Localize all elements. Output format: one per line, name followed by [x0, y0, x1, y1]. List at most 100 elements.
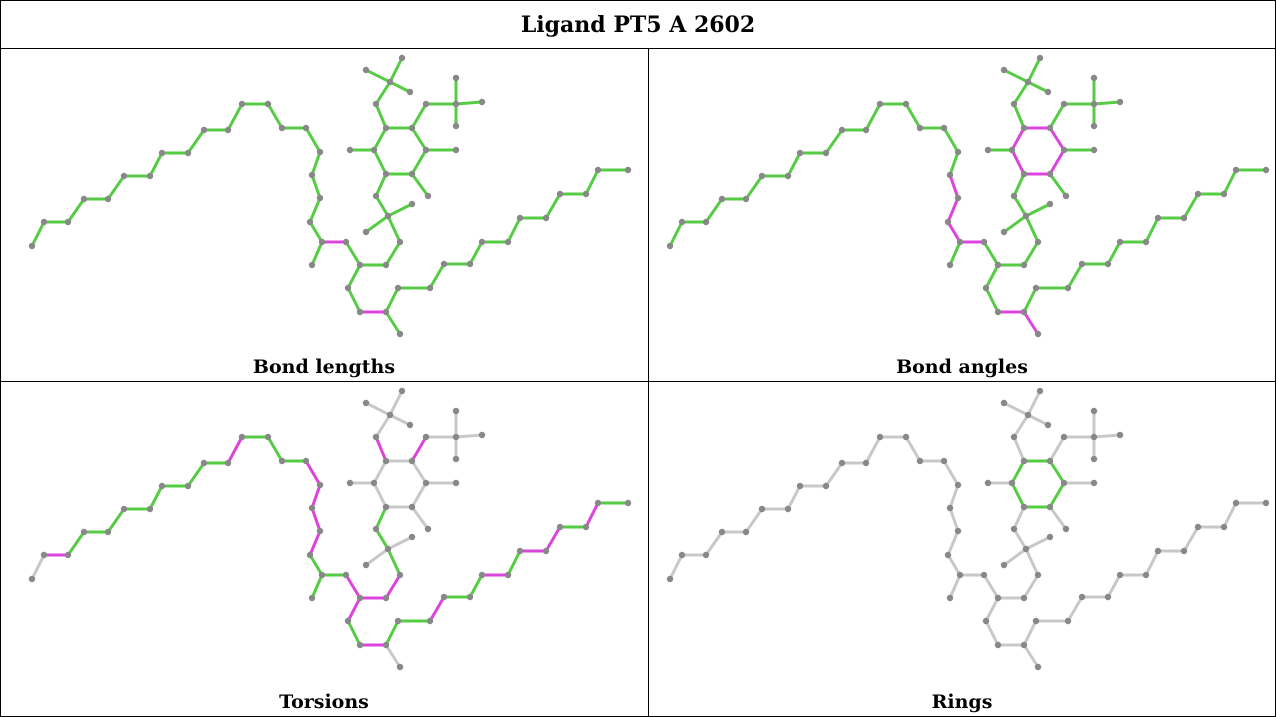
bond — [1010, 459, 1026, 485]
atom — [1020, 124, 1028, 132]
atom — [104, 528, 112, 536]
atom — [624, 166, 632, 174]
bond — [506, 216, 522, 244]
bond — [106, 174, 126, 201]
atom — [944, 218, 952, 226]
bond — [1048, 505, 1068, 531]
atom — [742, 528, 750, 536]
atom — [582, 190, 590, 198]
bond — [372, 459, 388, 485]
atom — [370, 479, 378, 487]
atom — [1154, 547, 1162, 555]
bond — [982, 573, 1000, 600]
atom — [362, 561, 370, 569]
atom — [1064, 284, 1072, 292]
bond — [308, 529, 322, 557]
atom — [362, 66, 370, 74]
atom — [422, 433, 430, 441]
bond — [904, 435, 922, 463]
bond — [824, 461, 844, 488]
bond — [1002, 214, 1028, 234]
bond — [544, 525, 562, 553]
atom — [556, 190, 564, 198]
atom — [370, 146, 378, 154]
bond — [310, 173, 322, 200]
atom — [1104, 593, 1112, 601]
bond — [1002, 547, 1028, 567]
atom — [466, 593, 474, 601]
bond — [346, 619, 362, 647]
bond — [186, 128, 206, 155]
atom — [64, 218, 72, 226]
atom — [556, 523, 564, 531]
atom — [372, 525, 380, 533]
bond — [386, 547, 402, 577]
atom — [398, 54, 406, 62]
bond — [1048, 148, 1066, 176]
bond — [384, 573, 402, 600]
bond — [468, 240, 484, 266]
atom — [1142, 238, 1150, 246]
atom — [382, 457, 390, 465]
atom — [478, 98, 486, 106]
atom — [1032, 617, 1040, 625]
atom — [264, 100, 272, 108]
atom — [822, 149, 830, 157]
atom — [408, 200, 416, 208]
atom — [406, 421, 414, 429]
atom — [916, 124, 924, 132]
atom — [396, 663, 404, 671]
bond — [186, 461, 206, 488]
bond — [1010, 126, 1026, 152]
atom — [408, 503, 416, 511]
bond — [384, 286, 400, 314]
atom — [678, 551, 686, 559]
bond — [948, 573, 962, 600]
atom — [758, 172, 766, 180]
bond — [946, 220, 962, 244]
atom — [1036, 387, 1044, 395]
atom — [146, 172, 154, 180]
bond — [982, 240, 1000, 267]
atom — [542, 214, 550, 222]
bond — [946, 529, 960, 557]
atom — [1090, 74, 1098, 82]
bond — [1026, 413, 1050, 427]
bond — [372, 148, 388, 176]
atom — [308, 171, 316, 179]
atom — [278, 124, 286, 132]
atom — [384, 212, 392, 220]
atom — [344, 284, 352, 292]
atom — [238, 100, 246, 108]
atom — [382, 261, 390, 269]
atom — [742, 195, 750, 203]
atom — [1000, 399, 1008, 407]
bond — [1048, 102, 1066, 130]
bond — [1222, 168, 1238, 196]
atom — [940, 124, 948, 132]
atom — [1032, 284, 1040, 292]
bond — [344, 240, 362, 267]
atom — [382, 170, 390, 178]
atom — [1142, 571, 1150, 579]
atom — [1116, 571, 1124, 579]
atom — [1000, 561, 1008, 569]
bond — [410, 126, 428, 152]
atom — [1020, 308, 1028, 316]
bond — [544, 192, 562, 220]
bond — [468, 573, 484, 599]
atom — [1232, 166, 1240, 174]
bond — [1026, 389, 1042, 417]
atom — [40, 551, 48, 559]
atom — [224, 126, 232, 134]
bond — [1010, 481, 1026, 509]
panel-label: Rings — [932, 691, 993, 713]
atom — [386, 78, 394, 86]
bond — [310, 150, 322, 177]
atom — [702, 218, 710, 226]
bond — [1182, 525, 1200, 553]
atom — [1020, 641, 1028, 649]
atom — [372, 100, 380, 108]
atom — [1220, 523, 1228, 531]
atom — [184, 149, 192, 157]
